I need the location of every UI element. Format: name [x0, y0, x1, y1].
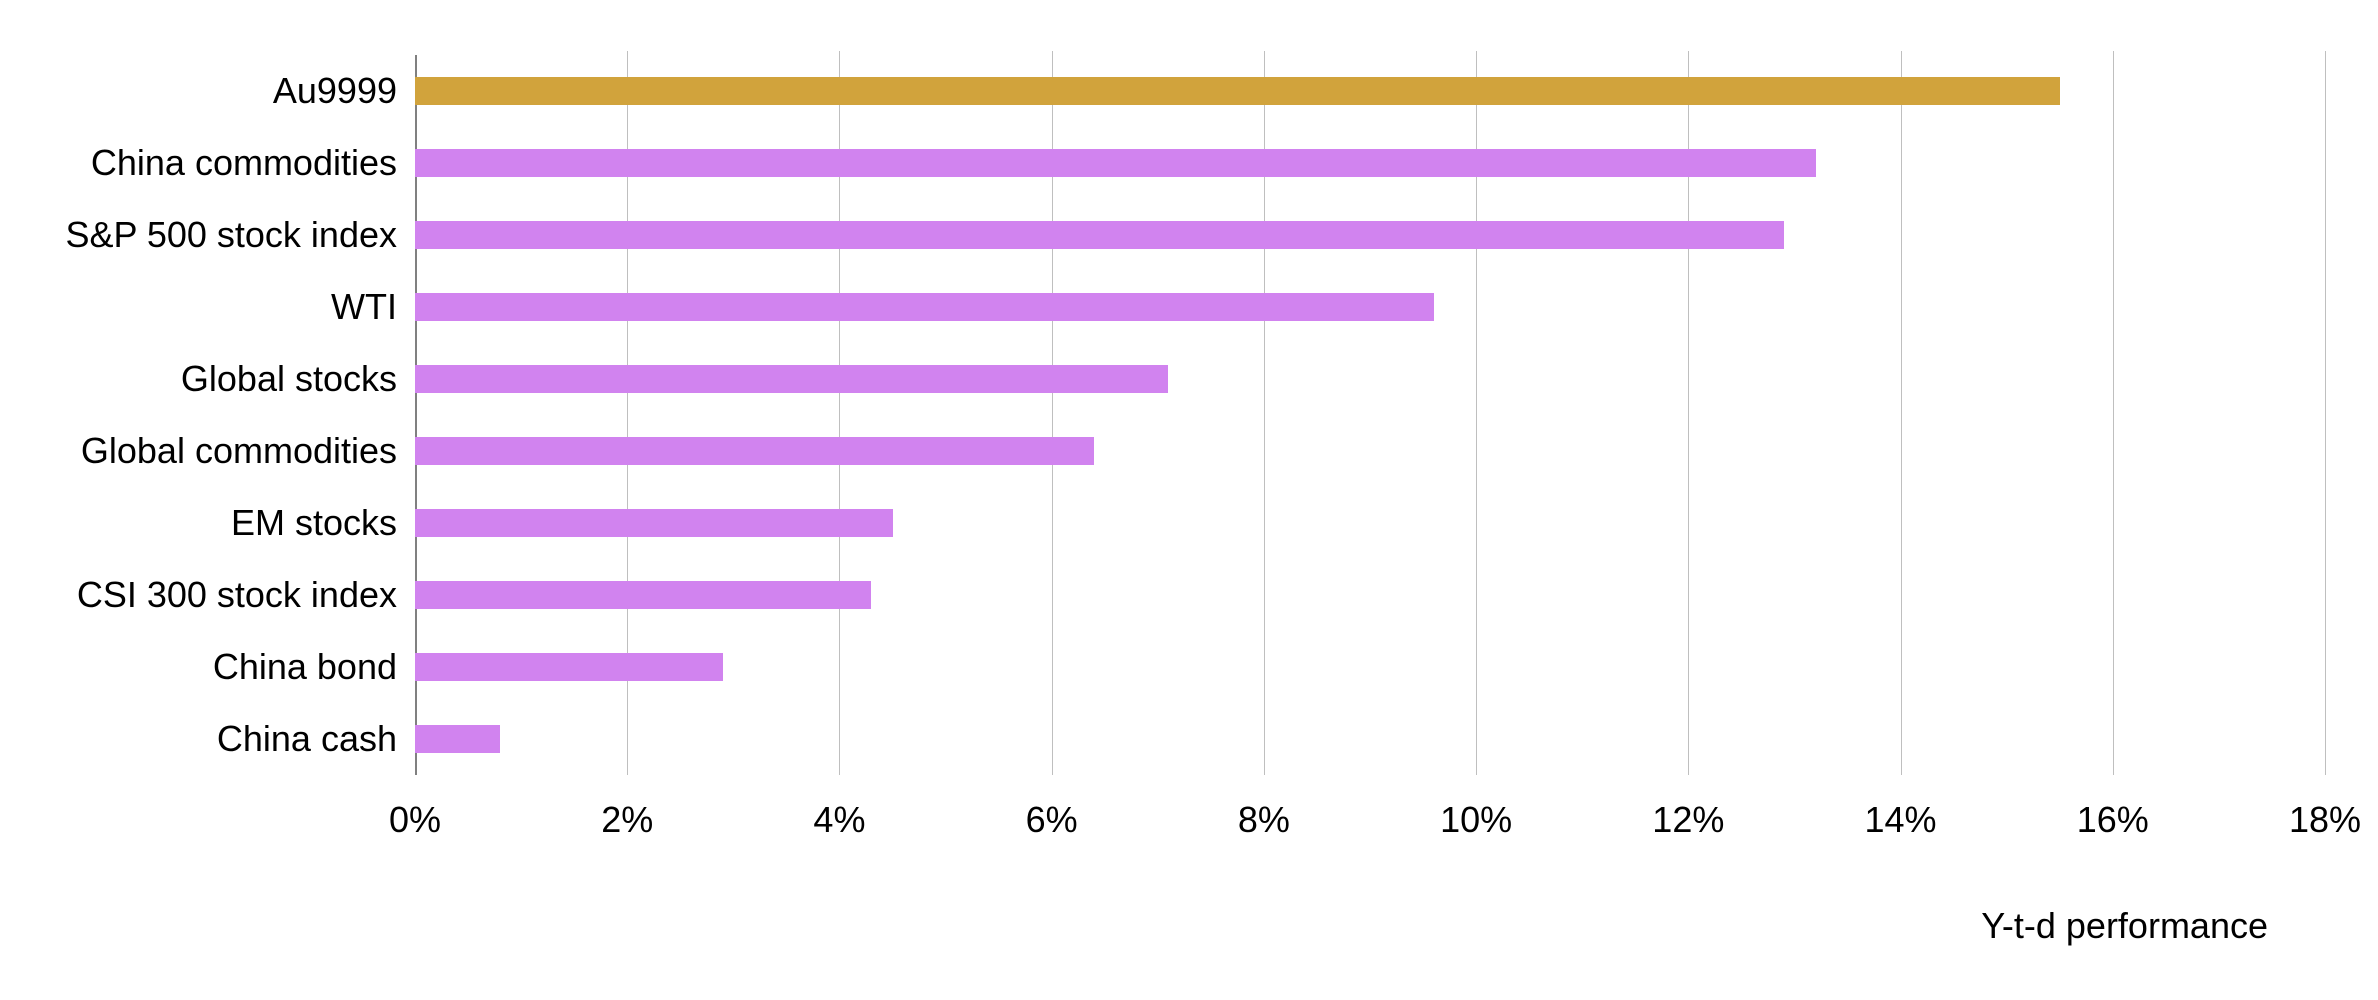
category-label: S&P 500 stock index [65, 214, 415, 256]
category-label: China cash [217, 718, 415, 760]
bar [415, 149, 1816, 177]
bar [415, 725, 500, 753]
x-tick-label: 6% [1026, 799, 1078, 841]
bar [415, 437, 1094, 465]
x-tick-label: 18% [2289, 799, 2361, 841]
bar [415, 653, 723, 681]
x-tick-label: 16% [2077, 799, 2149, 841]
plot-area: 0%2%4%6%8%10%12%14%16%18%Au9999China com… [415, 55, 2325, 775]
x-gridline [2325, 51, 2326, 775]
ytd-performance-chart: 0% 2% 4% 6% 8% 10% 12% 14% 16% 18% Au9999 China com… [0, 0, 2378, 1000]
category-label: EM stocks [231, 502, 415, 544]
bar [415, 77, 2060, 105]
bar [415, 365, 1168, 393]
category-label: Global commodities [81, 430, 415, 472]
category-label: Global stocks [181, 358, 415, 400]
x-tick-label: 4% [813, 799, 865, 841]
x-tick-label: 12% [1652, 799, 1724, 841]
bar [415, 509, 893, 537]
category-label: Au9999 [273, 70, 415, 112]
x-tick-label: 2% [601, 799, 653, 841]
x-tick-label: 0% [389, 799, 441, 841]
x-axis-title: Y-t-d performance [1981, 905, 2268, 947]
bar [415, 581, 871, 609]
x-tick-label: 8% [1238, 799, 1290, 841]
x-gridline [2113, 51, 2114, 775]
x-gridline [1901, 51, 1902, 775]
category-label: WTI [331, 286, 415, 328]
x-tick-label: 10% [1440, 799, 1512, 841]
category-label: China commodities [91, 142, 415, 184]
category-label: China bond [213, 646, 415, 688]
category-label: CSI 300 stock index [77, 574, 415, 616]
bar [415, 293, 1434, 321]
bar [415, 221, 1784, 249]
x-tick-label: 14% [1865, 799, 1937, 841]
